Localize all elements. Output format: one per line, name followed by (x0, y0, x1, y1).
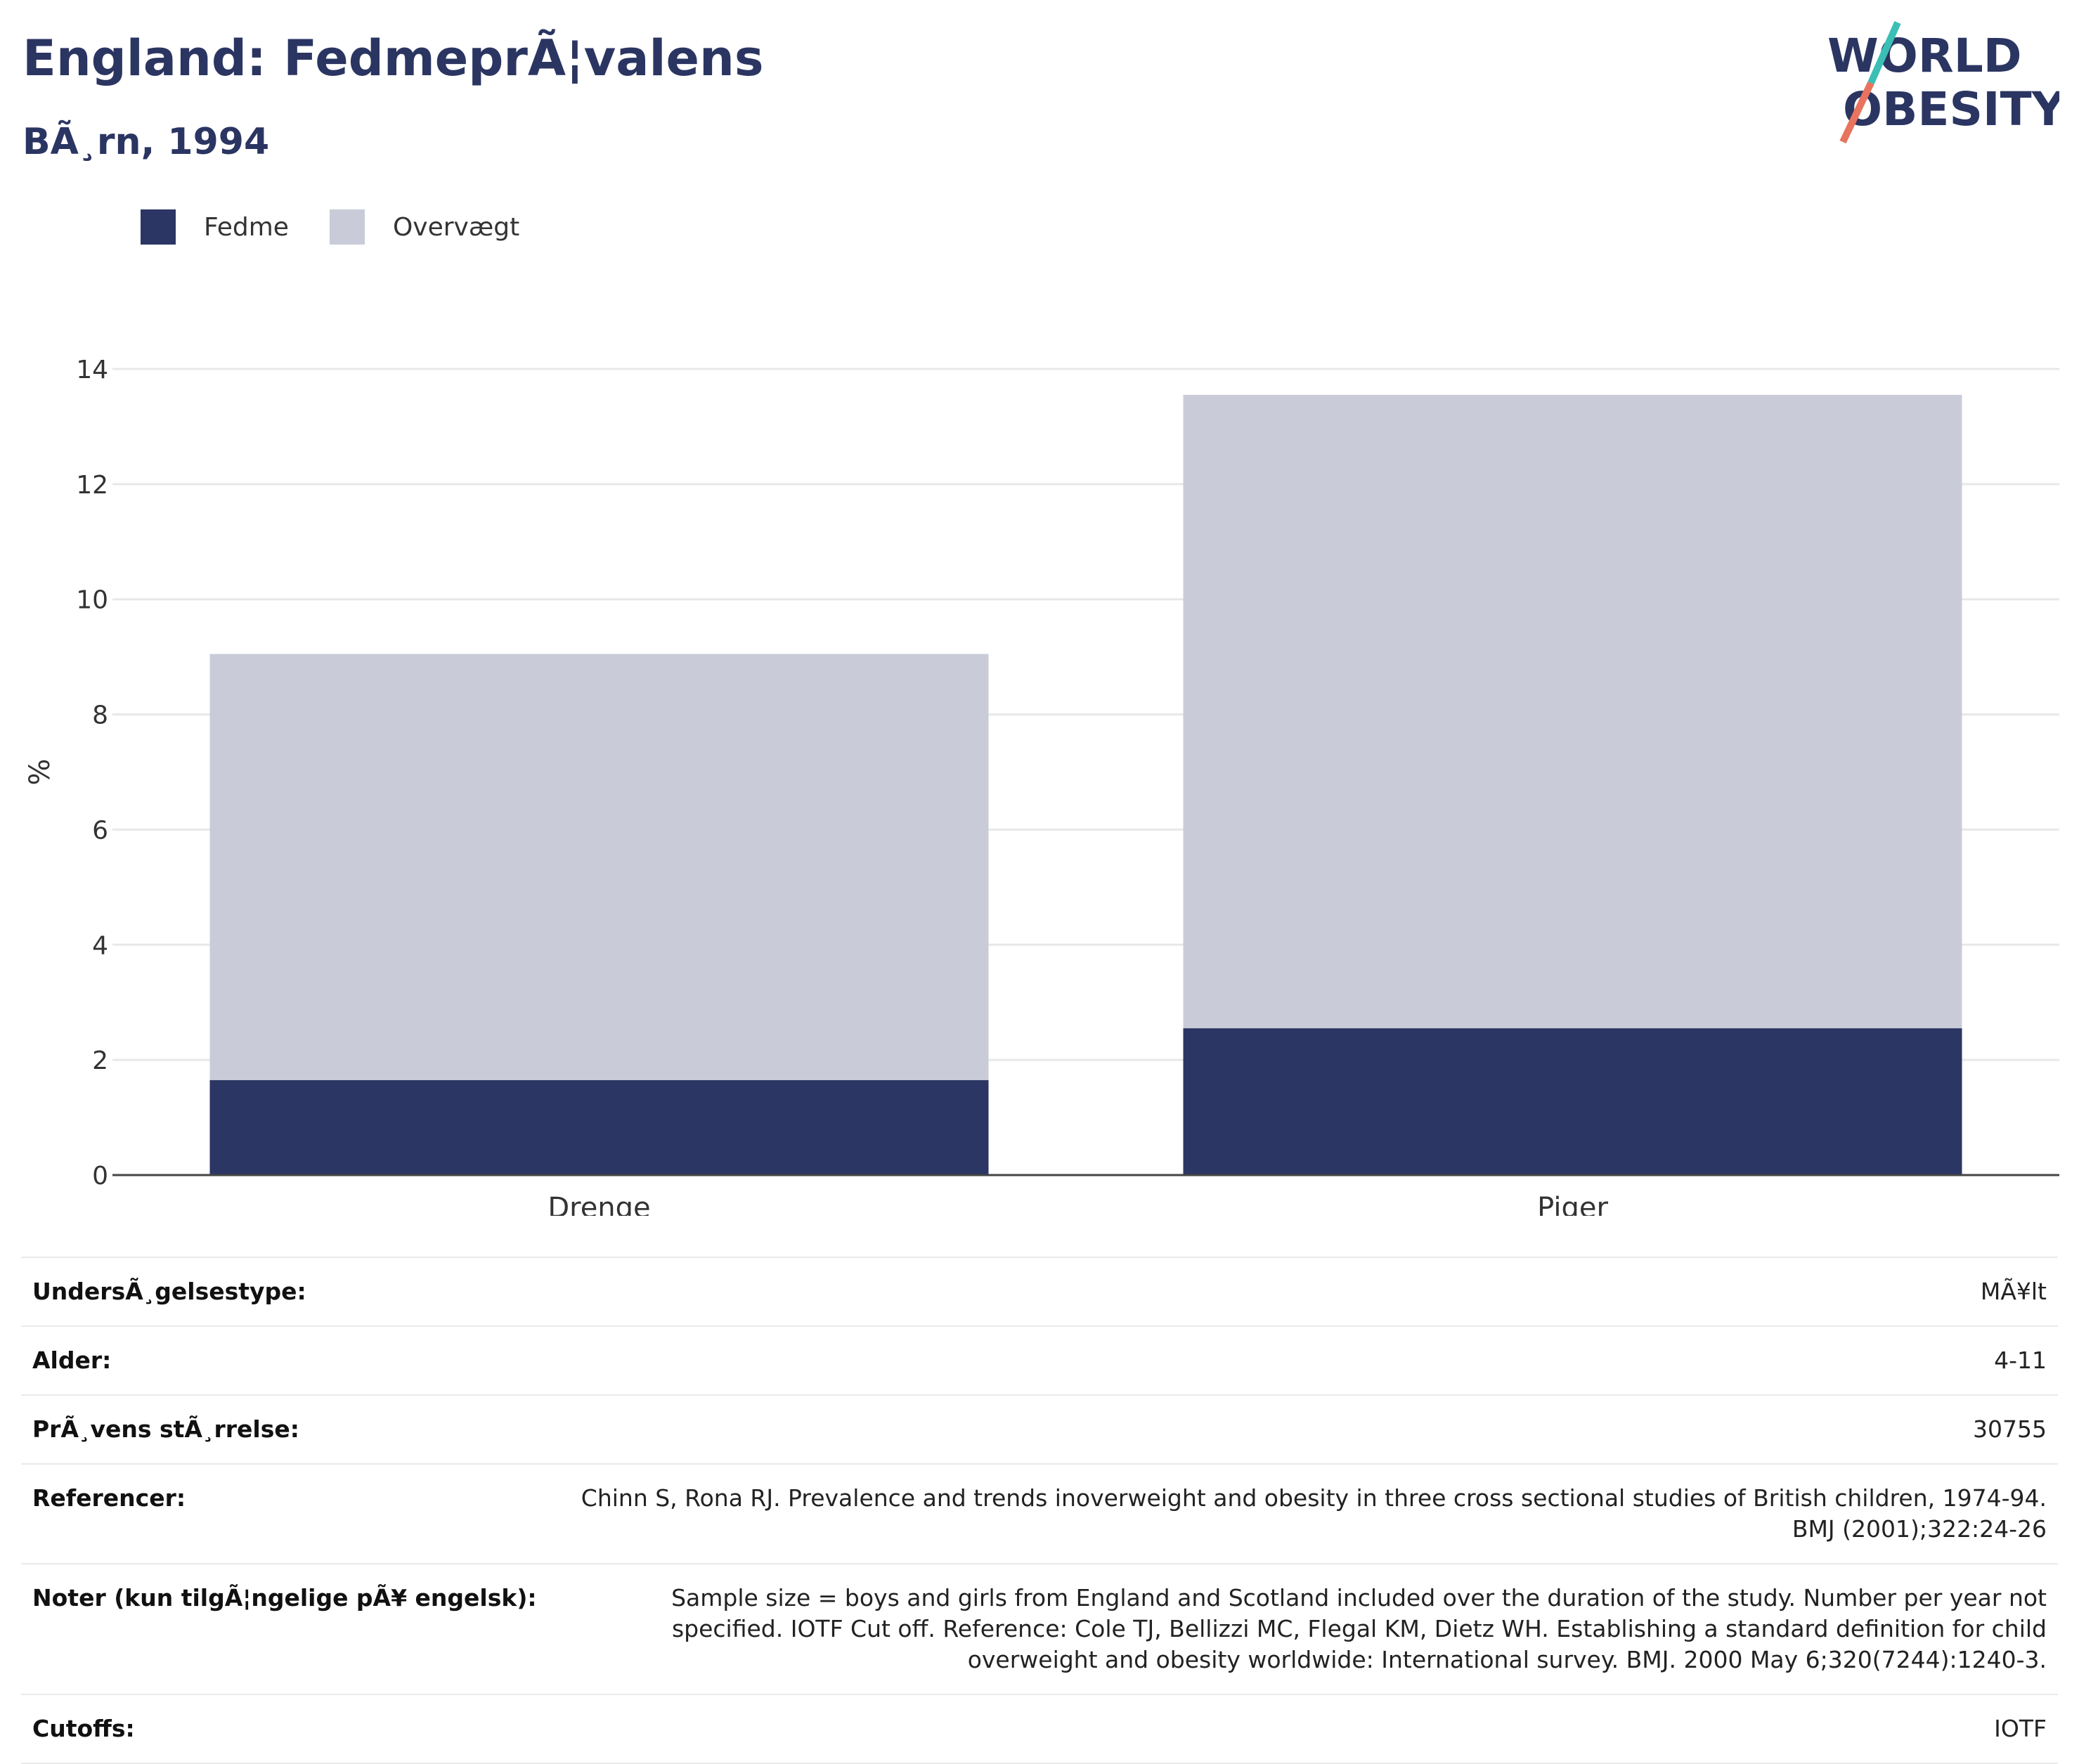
legend-label-fedme: Fedme (204, 212, 289, 242)
chart-title: England: FedmeprÃ¦valens (22, 30, 764, 87)
study-info-table: UndersÃ¸gelsestype: MÃ¥lt Alder: 4-11 Pr… (21, 1257, 2058, 1764)
chart-legend: Fedme Overvægt (141, 209, 560, 245)
bar-fedme-1[interactable] (1183, 1028, 1962, 1175)
info-label: PrÃ¸vens stÃ¸rrelse: (32, 1415, 299, 1443)
legend-label-overvaegt: Overvægt (392, 212, 520, 242)
info-value: MÃ¥lt (1980, 1278, 2047, 1305)
info-value: 4-11 (1994, 1347, 2047, 1374)
info-value: Sample size = boys and girls from Englan… (671, 1584, 2047, 1673)
info-row-references: Referencer: Chinn S, Rona RJ. Prevalence… (21, 1465, 2058, 1564)
y-tick-label: 8 (92, 701, 108, 730)
legend-swatch-overvaegt (329, 209, 365, 245)
info-row-cutoffs: Cutoffs: IOTF (21, 1695, 2058, 1764)
bars (209, 394, 1962, 1175)
logo-slash-teal (1867, 21, 1901, 85)
logo-line1: WORLD (1827, 29, 2022, 83)
info-row-age: Alder: 4-11 (21, 1327, 2058, 1396)
y-tick-label: 0 (92, 1162, 108, 1191)
bar-overvaegt-0[interactable] (209, 654, 989, 1080)
legend-swatch-fedme (141, 209, 176, 245)
logo-slash-coral (1839, 81, 1874, 144)
y-tick-label: 12 (76, 471, 108, 500)
info-row-sample-size: PrÃ¸vens stÃ¸rrelse: 30755 (21, 1396, 2058, 1465)
x-tick-label: Piger (1537, 1192, 1608, 1216)
world-obesity-logo: WORLD OBESITY (1827, 21, 2059, 144)
y-tick-label: 6 (92, 816, 108, 845)
info-value: Chinn S, Rona RJ. Prevalence and trends … (581, 1484, 2047, 1543)
chart-subtitle: BÃ¸rn, 1994 (22, 121, 270, 163)
info-row-survey-type: UndersÃ¸gelsestype: MÃ¥lt (21, 1258, 2058, 1327)
legend-item-overvaegt[interactable]: Overvægt (329, 209, 520, 245)
info-value: IOTF (1994, 1715, 2047, 1742)
info-row-notes: Noter (kun tilgÃ¦ngelige pÃ¥ engelsk): S… (21, 1564, 2058, 1695)
x-tick-label: Drenge (548, 1192, 650, 1216)
logo-line2: OBESITY (1843, 82, 2059, 136)
bar-chart: 0 2 4 6 8 10 12 14 Drenge Piger % (24, 356, 2059, 1216)
info-label: Alder: (32, 1347, 112, 1374)
y-tick-labels: 0 2 4 6 8 10 12 14 (76, 356, 108, 1191)
legend-item-fedme[interactable]: Fedme (141, 209, 289, 245)
y-tick-label: 2 (92, 1046, 108, 1075)
y-tick-label: 4 (92, 931, 108, 960)
info-label: Referencer: (32, 1484, 186, 1512)
info-label: Cutoffs: (32, 1715, 135, 1742)
y-axis-label: % (24, 758, 56, 785)
info-label: Noter (kun tilgÃ¦ngelige pÃ¥ engelsk): (32, 1584, 537, 1611)
y-tick-label: 10 (76, 586, 108, 615)
bar-fedme-0[interactable] (209, 1079, 989, 1175)
bar-overvaegt-1[interactable] (1183, 394, 1962, 1029)
info-value: 30755 (1973, 1415, 2047, 1443)
y-tick-label: 14 (76, 356, 108, 384)
info-label: UndersÃ¸gelsestype: (32, 1278, 306, 1305)
x-tick-labels: Drenge Piger (548, 1192, 1608, 1216)
